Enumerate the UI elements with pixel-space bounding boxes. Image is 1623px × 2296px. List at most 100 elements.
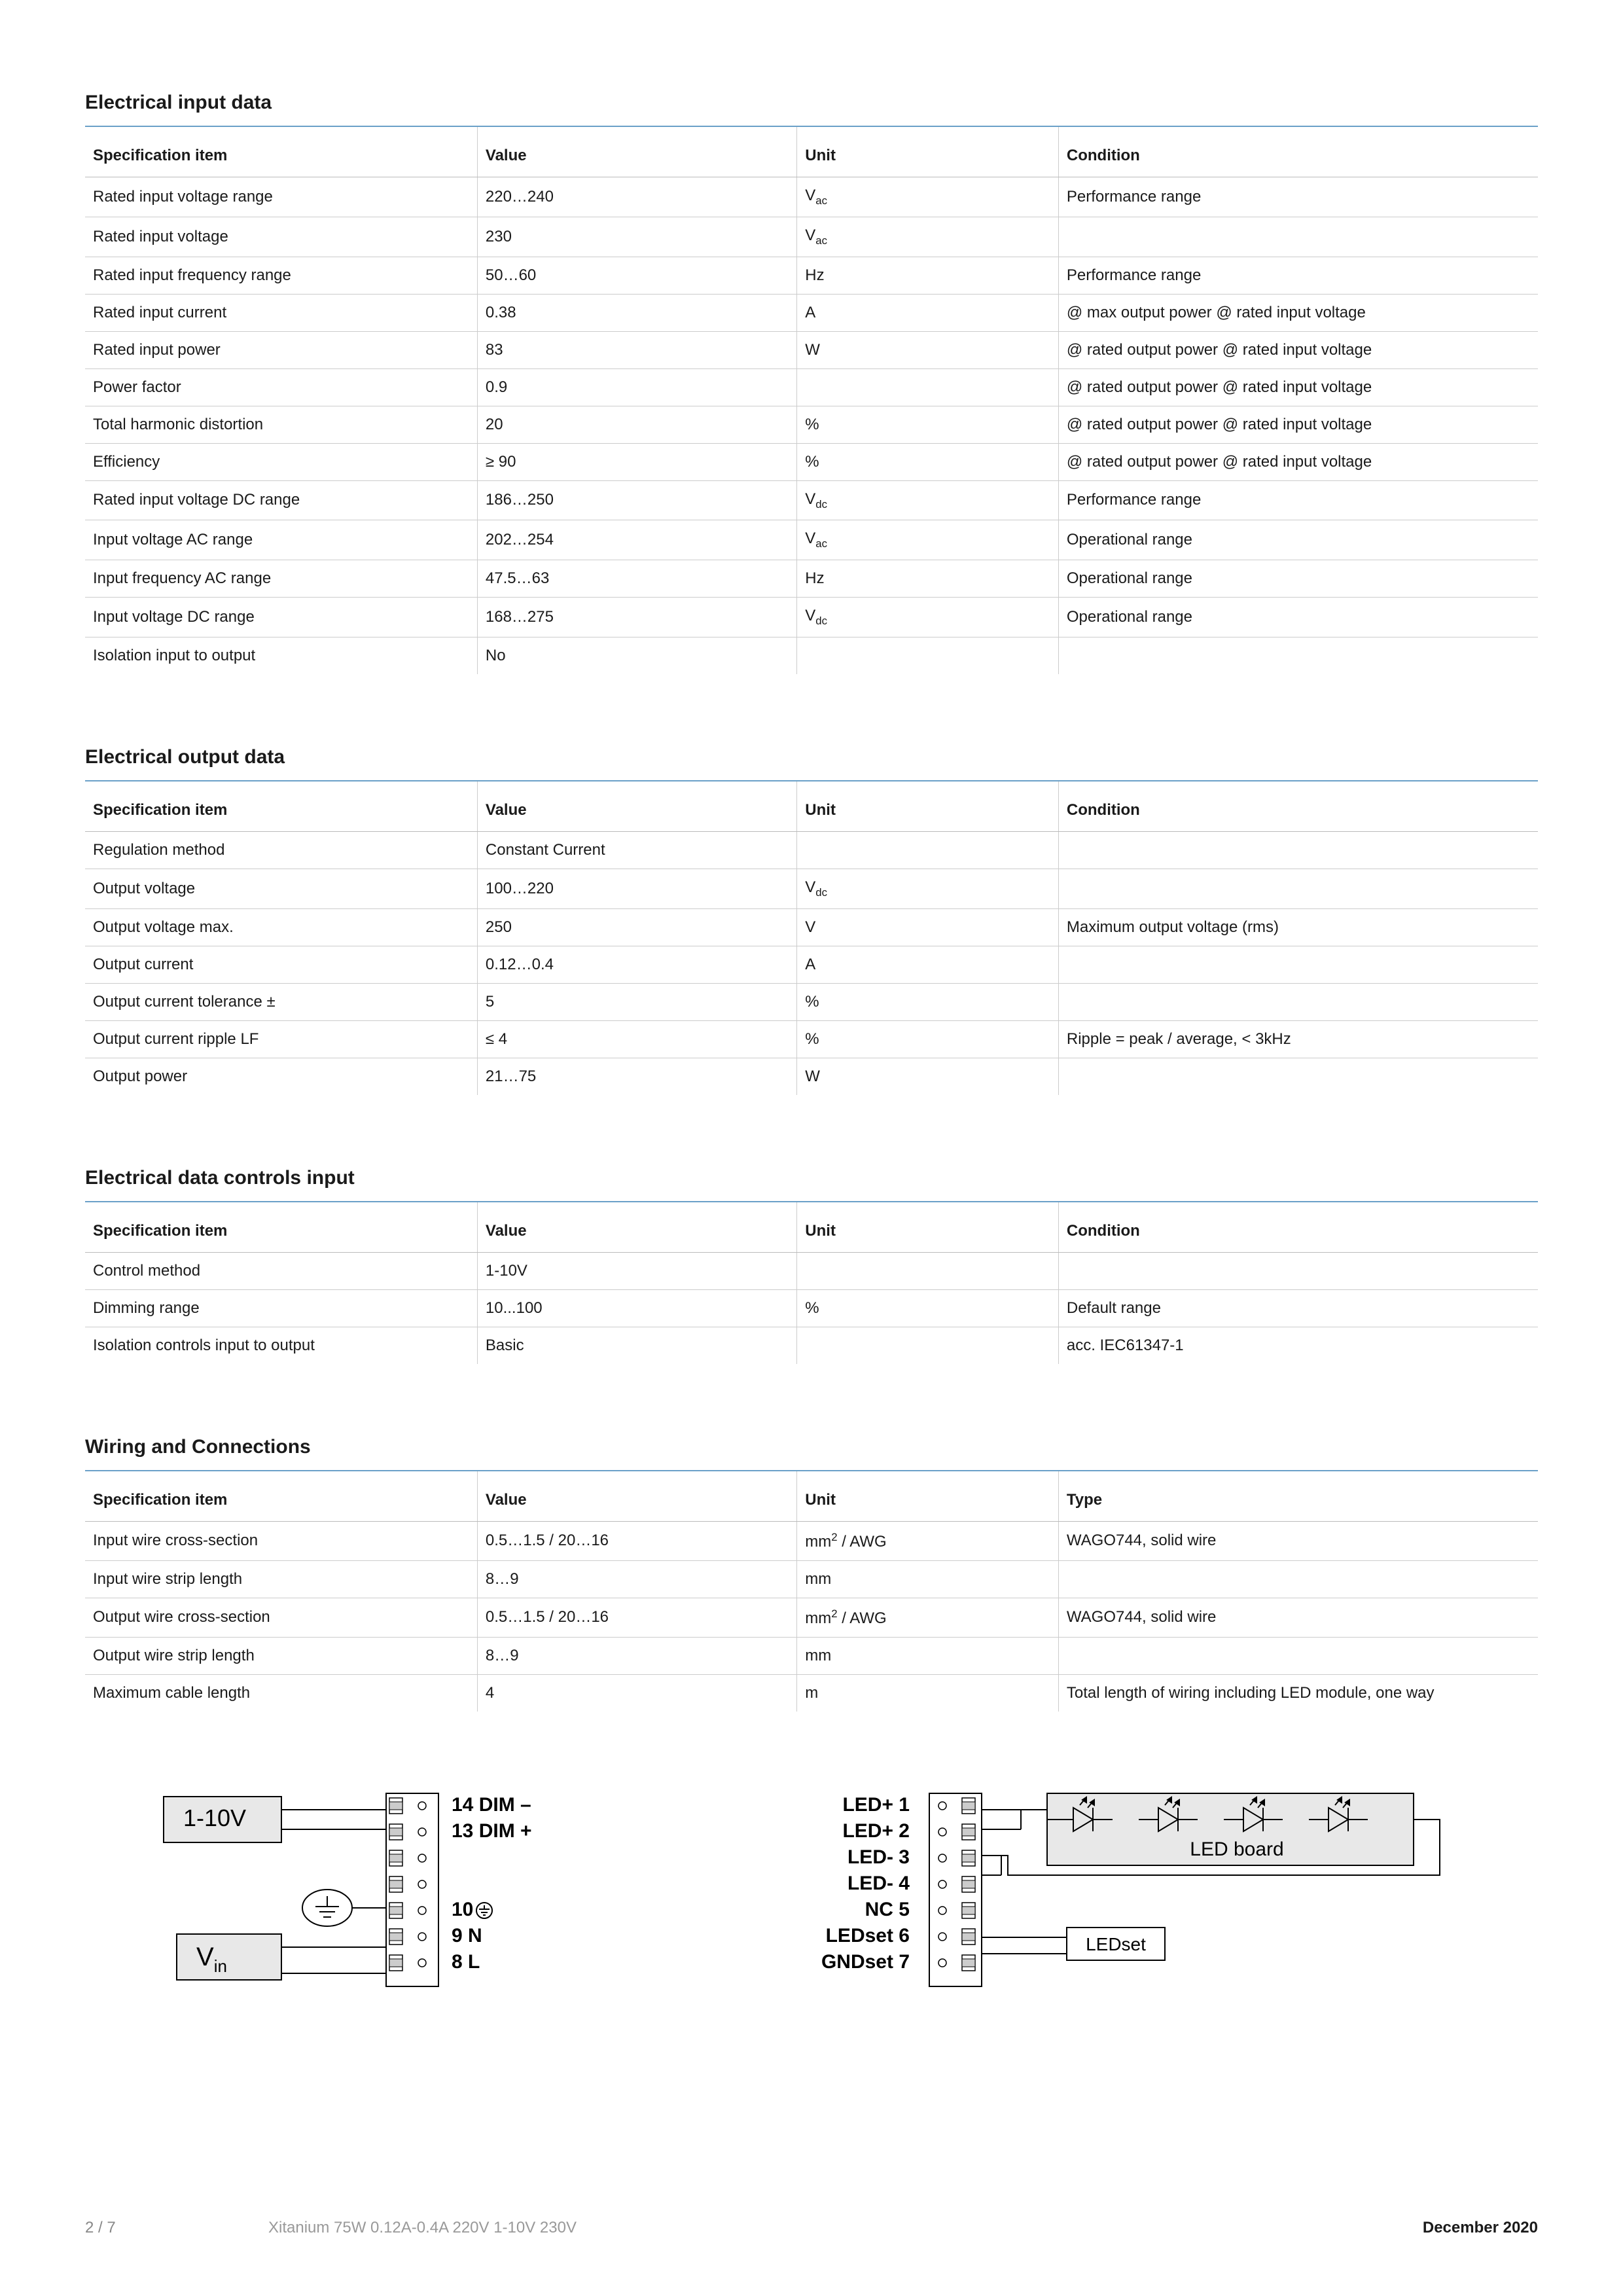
table-row: Total harmonic distortion20%@ rated outp…	[85, 406, 1538, 443]
svg-text:LED- 4: LED- 4	[847, 1873, 910, 1894]
page-footer: 2 / 7 Xitanium 75W 0.12A-0.4A 220V 1-10V…	[85, 2219, 1538, 2237]
table-header: Specification item	[85, 1471, 477, 1522]
table-cell: Output wire strip length	[85, 1637, 477, 1674]
table-cell: 0.9	[477, 368, 796, 406]
table-cell	[1058, 869, 1538, 908]
svg-text:13 DIM +: 13 DIM +	[452, 1820, 532, 1842]
table-cell	[1058, 1560, 1538, 1598]
table-cell: 0.5…1.5 / 20…16	[477, 1598, 796, 1637]
section: Electrical data controls inputSpecificat…	[85, 1167, 1538, 1364]
table-cell: Constant Current	[477, 831, 796, 869]
section-title: Electrical input data	[85, 92, 1538, 127]
table-cell: Rated input voltage	[85, 217, 477, 257]
table-cell	[1058, 983, 1538, 1020]
table-cell: 5	[477, 983, 796, 1020]
table-cell: %	[797, 443, 1059, 480]
table-cell: Total length of wiring including LED mod…	[1058, 1674, 1538, 1712]
table-cell: Performance range	[1058, 177, 1538, 217]
table-cell: %	[797, 1289, 1059, 1327]
table-cell: m	[797, 1674, 1059, 1712]
svg-text:14 DIM –: 14 DIM –	[452, 1794, 531, 1816]
table-cell: 202…254	[477, 520, 796, 560]
spec-table: Specification itemValueUnitConditionCont…	[85, 1202, 1538, 1364]
table-row: Maximum cable length4mTotal length of wi…	[85, 1674, 1538, 1712]
table-header: Condition	[1058, 127, 1538, 177]
table-header: Condition	[1058, 1202, 1538, 1253]
table-cell: 230	[477, 217, 796, 257]
table-cell: Basic	[477, 1327, 796, 1364]
spec-table: Specification itemValueUnitConditionRegu…	[85, 781, 1538, 1095]
table-row: Power factor0.9@ rated output power @ ra…	[85, 368, 1538, 406]
table-row: Input frequency AC range47.5…63HzOperati…	[85, 560, 1538, 598]
table-cell	[1058, 1637, 1538, 1674]
table-header: Condition	[1058, 781, 1538, 832]
table-cell: @ max output power @ rated input voltage	[1058, 294, 1538, 331]
table-cell: A	[797, 946, 1059, 983]
table-cell: Regulation method	[85, 831, 477, 869]
table-row: Efficiency≥ 90%@ rated output power @ ra…	[85, 443, 1538, 480]
table-header: Value	[477, 1471, 796, 1522]
table-cell: 186…250	[477, 480, 796, 520]
table-row: Output wire cross-section0.5…1.5 / 20…16…	[85, 1598, 1538, 1637]
table-cell: Output current ripple LF	[85, 1020, 477, 1058]
table-cell: Maximum cable length	[85, 1674, 477, 1712]
table-cell: mm	[797, 1560, 1059, 1598]
table-cell: Output voltage	[85, 869, 477, 908]
table-cell: Performance range	[1058, 257, 1538, 294]
table-row: Output power21…75W	[85, 1058, 1538, 1095]
table-cell: 10...100	[477, 1289, 796, 1327]
table-cell: Power factor	[85, 368, 477, 406]
table-cell	[797, 637, 1059, 674]
table-cell	[1058, 217, 1538, 257]
table-cell: 4	[477, 1674, 796, 1712]
table-cell: Output wire cross-section	[85, 1598, 477, 1637]
table-cell: 8…9	[477, 1637, 796, 1674]
table-cell: mm2 / AWG	[797, 1521, 1059, 1560]
table-cell: Vdc	[797, 869, 1059, 908]
table-cell: mm2 / AWG	[797, 1598, 1059, 1637]
table-row: Rated input current0.38A@ max output pow…	[85, 294, 1538, 331]
table-row: Rated input voltage range220…240VacPerfo…	[85, 177, 1538, 217]
table-row: Dimming range10...100%Default range	[85, 1289, 1538, 1327]
table-cell: Isolation controls input to output	[85, 1327, 477, 1364]
table-row: Isolation input to outputNo	[85, 637, 1538, 674]
table-cell: Default range	[1058, 1289, 1538, 1327]
table-cell: 0.12…0.4	[477, 946, 796, 983]
table-cell: Hz	[797, 257, 1059, 294]
table-cell: Input voltage AC range	[85, 520, 477, 560]
svg-text:LEDset 6: LEDset 6	[826, 1925, 910, 1946]
table-header: Unit	[797, 1471, 1059, 1522]
table-cell: ≥ 90	[477, 443, 796, 480]
table-cell: Dimming range	[85, 1289, 477, 1327]
wiring-diagram: 1-10V Vin 14 DIM –13 DIM +10 9 N8 L	[85, 1784, 1538, 2000]
section: Electrical input dataSpecification itemV…	[85, 92, 1538, 674]
table-cell: Input wire strip length	[85, 1560, 477, 1598]
table-cell: Performance range	[1058, 480, 1538, 520]
page-date: December 2020	[1423, 2219, 1538, 2237]
table-cell	[797, 1252, 1059, 1289]
table-cell: mm	[797, 1637, 1059, 1674]
table-cell: 83	[477, 331, 796, 368]
product-name: Xitanium 75W 0.12A-0.4A 220V 1-10V 230V	[268, 2219, 577, 2237]
table-header: Type	[1058, 1471, 1538, 1522]
table-cell: Input voltage DC range	[85, 598, 477, 637]
table-row: Output current tolerance ±5%	[85, 983, 1538, 1020]
label-ledset: LEDset	[1086, 1934, 1146, 1954]
table-cell: @ rated output power @ rated input volta…	[1058, 406, 1538, 443]
table-cell: Output current tolerance ±	[85, 983, 477, 1020]
table-row: Output voltage max.250VMaximum output vo…	[85, 908, 1538, 946]
table-cell: Rated input power	[85, 331, 477, 368]
spec-table: Specification itemValueUnitConditionRate…	[85, 127, 1538, 674]
table-header: Value	[477, 1202, 796, 1253]
table-cell: Isolation input to output	[85, 637, 477, 674]
section: Electrical output dataSpecification item…	[85, 746, 1538, 1095]
table-cell: Rated input voltage range	[85, 177, 477, 217]
table-cell: 0.5…1.5 / 20…16	[477, 1521, 796, 1560]
table-header: Specification item	[85, 781, 477, 832]
table-row: Control method1-10V	[85, 1252, 1538, 1289]
table-row: Input voltage AC range202…254VacOperatio…	[85, 520, 1538, 560]
table-cell: %	[797, 983, 1059, 1020]
table-cell: Operational range	[1058, 598, 1538, 637]
table-cell: %	[797, 406, 1059, 443]
table-cell: W	[797, 1058, 1059, 1095]
